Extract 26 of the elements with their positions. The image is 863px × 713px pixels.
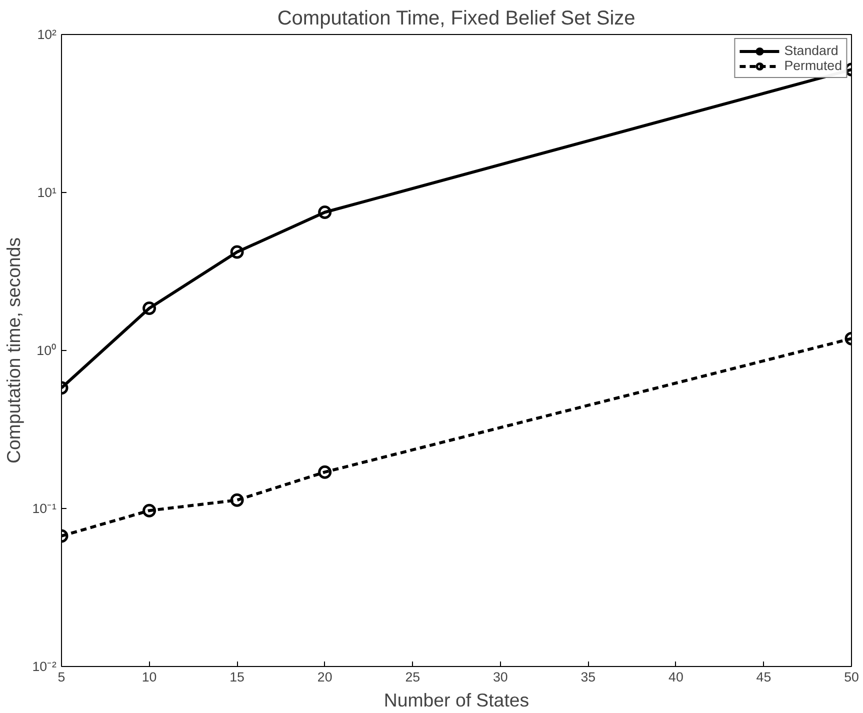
point [230, 245, 244, 259]
y-tick-label: 10⁻² [32, 659, 58, 674]
y-tick-label: 10² [37, 27, 58, 42]
x-tick-label: 50 [844, 670, 859, 684]
y-tick-label: 10¹ [37, 185, 58, 200]
point [142, 302, 156, 316]
x-tick-label: 5 [58, 670, 66, 684]
point [142, 504, 156, 518]
x-tick-label: 40 [668, 670, 684, 684]
x-tick-label: 30 [492, 670, 508, 684]
legend-label: Permuted [784, 58, 842, 73]
point [318, 206, 332, 219]
x-tick-label: 35 [580, 670, 596, 684]
x-tick-label: 45 [756, 670, 772, 684]
x-tick-label: 15 [230, 670, 244, 684]
x-axis-title: Number of States [384, 690, 530, 710]
legend-label: Standard [784, 43, 838, 58]
y-axis-title: Computation time, seconds [3, 237, 24, 464]
point [230, 493, 244, 507]
y-tick-label: 10⁻¹ [32, 501, 58, 516]
chart-title: Computation Time, Fixed Belief Set Size [277, 8, 636, 30]
x-tick-label: 20 [317, 670, 332, 684]
x-tick-label: 25 [405, 670, 420, 684]
x-tick-label: 10 [142, 670, 157, 684]
point [318, 465, 332, 479]
y-tick-label: 10⁰ [36, 343, 57, 358]
